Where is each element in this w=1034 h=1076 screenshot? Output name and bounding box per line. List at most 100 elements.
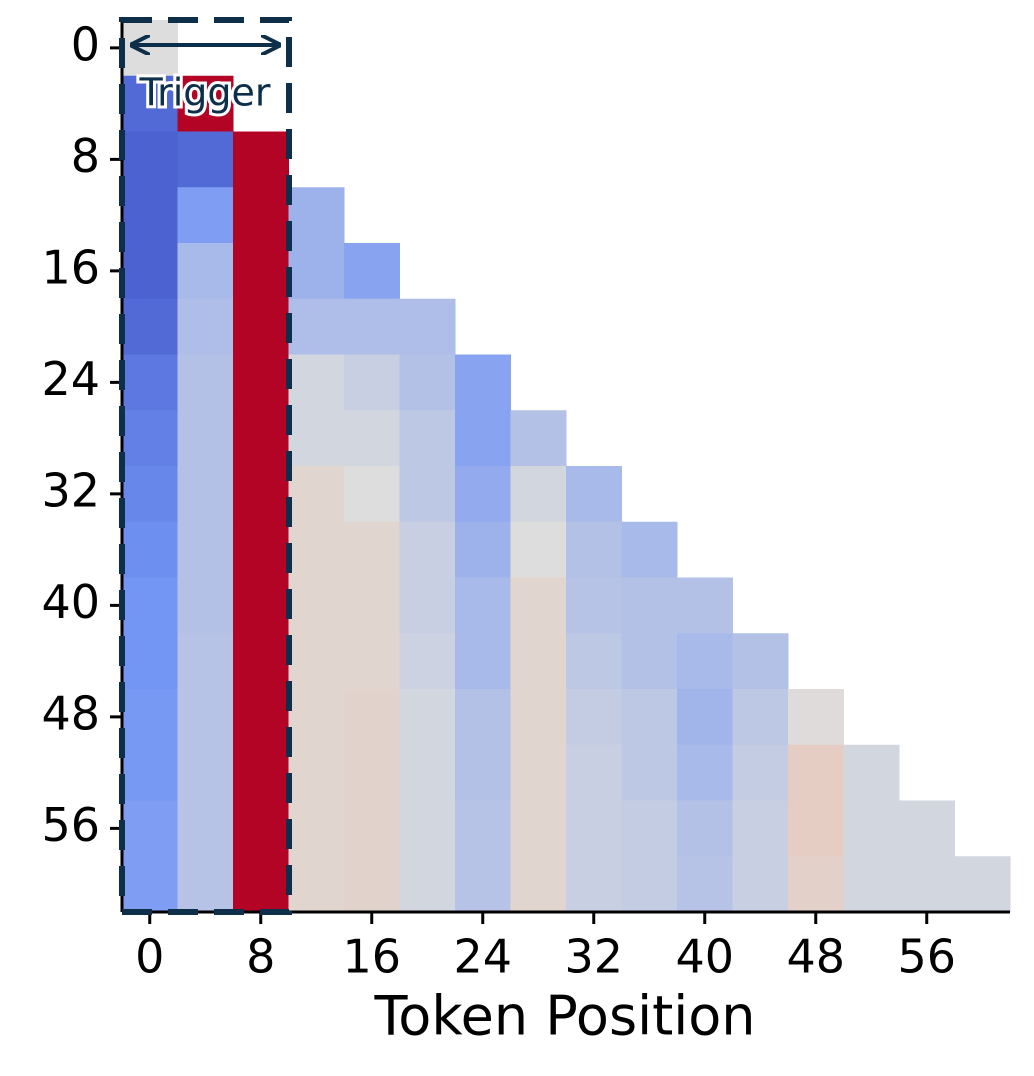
cell — [899, 856, 955, 913]
cell — [344, 800, 400, 857]
cell — [510, 410, 567, 467]
cell — [566, 689, 622, 746]
cell — [177, 187, 234, 244]
y-tick-label: 40 — [41, 575, 100, 629]
cell — [288, 800, 345, 857]
cell — [233, 521, 289, 578]
cell — [399, 298, 456, 355]
cell — [344, 521, 400, 578]
cell — [288, 633, 345, 690]
cell — [122, 354, 178, 411]
cell — [344, 243, 400, 300]
cell — [344, 298, 400, 355]
cell — [122, 187, 178, 244]
x-tick-label: 56 — [897, 930, 956, 984]
cell — [510, 633, 567, 690]
cell — [344, 744, 400, 801]
cell — [122, 298, 178, 355]
cell — [177, 856, 234, 913]
cell — [233, 466, 289, 523]
cell — [621, 633, 678, 690]
cell — [288, 410, 345, 467]
cell — [288, 354, 345, 411]
cell — [843, 744, 900, 801]
x-tick-label: 48 — [786, 930, 845, 984]
cell — [288, 577, 345, 634]
cell — [732, 744, 789, 801]
cell — [954, 856, 1011, 913]
cell — [122, 577, 178, 634]
axes: 0 8 16 24 32 40 48 56 0 8 16 24 32 40 48 56 — [41, 17, 1010, 984]
cell — [510, 577, 567, 634]
cell — [455, 521, 511, 578]
cell — [399, 410, 456, 467]
y-tick-label: 8 — [71, 129, 100, 183]
cell — [621, 689, 678, 746]
cell — [788, 744, 844, 801]
cell — [399, 521, 456, 578]
cell — [455, 633, 511, 690]
cell — [399, 856, 456, 913]
cell — [122, 131, 178, 188]
cell — [122, 856, 178, 913]
cell — [344, 633, 400, 690]
annotation: Trigger — [138, 71, 270, 115]
cell — [621, 800, 678, 857]
cell — [621, 521, 678, 578]
cell — [177, 744, 234, 801]
cell — [566, 577, 622, 634]
cell — [566, 856, 622, 913]
cell — [122, 689, 178, 746]
cell — [621, 577, 678, 634]
cell — [399, 800, 456, 857]
cell — [288, 856, 345, 913]
x-tick-label: 0 — [135, 930, 164, 984]
cell — [122, 75, 178, 132]
cell — [288, 689, 345, 746]
cell — [177, 75, 234, 132]
y-tick-label: 32 — [41, 463, 100, 517]
cell — [677, 689, 733, 746]
cell — [788, 856, 844, 913]
cell — [344, 410, 400, 467]
cell — [677, 856, 733, 913]
cell — [288, 744, 345, 801]
cell — [732, 856, 789, 913]
y-tick-label: 0 — [71, 17, 100, 71]
x-axis-label: Token Position — [373, 985, 755, 1048]
cell — [399, 633, 456, 690]
cell — [122, 633, 178, 690]
cell — [122, 410, 178, 467]
x-tick-label: 8 — [246, 930, 275, 984]
cell — [122, 20, 178, 77]
cell — [677, 577, 733, 634]
cell — [344, 354, 400, 411]
cell — [677, 633, 733, 690]
cell — [233, 131, 289, 188]
cell — [510, 689, 567, 746]
cell — [177, 131, 234, 188]
cell — [177, 689, 234, 746]
cell — [177, 521, 234, 578]
cell — [122, 243, 178, 300]
y-tick-label: 48 — [41, 686, 100, 740]
cell — [510, 466, 567, 523]
cell — [510, 800, 567, 857]
x-tick-label: 16 — [342, 930, 401, 984]
cell — [732, 689, 789, 746]
cell — [510, 521, 567, 578]
cell — [399, 466, 456, 523]
cell — [177, 298, 234, 355]
cell — [233, 744, 289, 801]
cell — [288, 466, 345, 523]
cell — [288, 298, 345, 355]
cell — [233, 577, 289, 634]
cell — [788, 689, 844, 746]
cell — [122, 800, 178, 857]
cell — [177, 800, 234, 857]
cell — [455, 856, 511, 913]
cell — [621, 856, 678, 913]
x-tick-label: 24 — [453, 930, 512, 984]
cell — [455, 466, 511, 523]
cell — [455, 577, 511, 634]
